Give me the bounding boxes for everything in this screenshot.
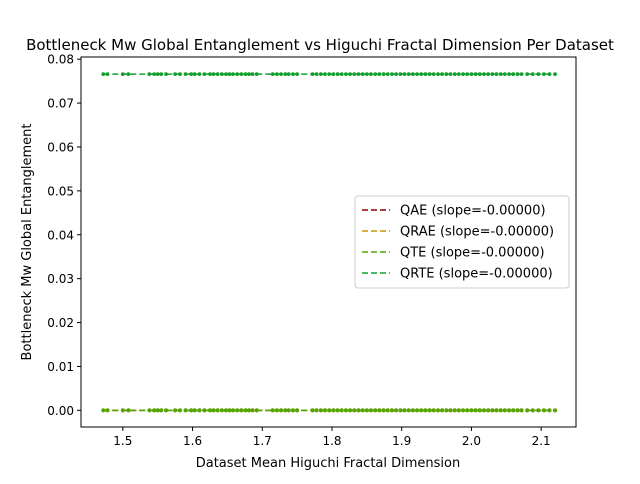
data-point	[243, 408, 248, 413]
y-tick-label: 0.03	[47, 272, 74, 286]
data-point	[360, 408, 365, 413]
data-point	[344, 72, 348, 77]
legend: QAE (slope=-0.00000) QRAE (slope=-0.00000…	[354, 195, 570, 289]
data-point	[235, 72, 240, 77]
x-tick-label: 1.5	[113, 434, 132, 448]
data-point	[431, 72, 436, 77]
data-point	[270, 72, 275, 77]
data-point	[406, 408, 411, 413]
data-point	[398, 72, 403, 77]
data-point	[369, 72, 373, 77]
data-point	[215, 408, 220, 413]
data-point	[486, 408, 491, 413]
data-point	[477, 72, 482, 77]
data-point	[352, 408, 357, 413]
data-point	[208, 72, 212, 77]
data-point	[279, 408, 283, 413]
y-axis: 0.00 0.01 0.02 0.03 0.04 0.05 0.06 0.07 0.08	[47, 53, 81, 418]
data-point	[126, 408, 131, 413]
data-point	[415, 408, 419, 413]
x-tick-label: 1.6	[183, 434, 202, 448]
data-point	[352, 72, 357, 77]
x-tick-label: 1.9	[392, 434, 411, 448]
data-point	[369, 408, 373, 413]
data-point	[530, 408, 535, 413]
x-tick-label: 2.1	[532, 434, 551, 448]
data-point	[461, 408, 465, 413]
series-2	[101, 408, 557, 413]
y-tick-label: 0.02	[47, 316, 74, 330]
data-point	[406, 72, 411, 77]
legend-entry: QTE (slope=-0.00000)	[400, 246, 545, 261]
data-point	[235, 408, 240, 413]
legend-entry: QRTE (slope=-0.00000)	[400, 267, 553, 282]
series-3	[101, 72, 557, 77]
data-point	[208, 408, 212, 413]
y-tick-label: 0.04	[47, 228, 74, 242]
data-point	[279, 72, 283, 77]
data-point	[215, 72, 220, 77]
y-tick-label: 0.05	[47, 184, 74, 198]
y-tick-label: 0.00	[47, 404, 74, 418]
x-tick-label: 2.0	[462, 434, 481, 448]
data-point	[469, 72, 474, 77]
y-tick-label: 0.01	[47, 360, 74, 374]
data-point	[542, 408, 546, 413]
data-point	[530, 72, 535, 77]
data-point	[197, 408, 202, 413]
data-point	[486, 72, 491, 77]
data-point	[243, 72, 248, 77]
x-axis-label: Dataset Mean Higuchi Fractal Dimension	[196, 456, 461, 471]
legend-entry: QRAE (slope=-0.00000)	[400, 225, 554, 240]
y-axis-label: Bottleneck Mw Global Entanglement	[20, 124, 35, 361]
x-tick-label: 1.7	[253, 434, 272, 448]
data-point	[431, 408, 436, 413]
x-axis: 1.5 1.6 1.7 1.8 1.9 2.0 2.1	[113, 427, 551, 448]
data-point	[314, 408, 319, 413]
data-point	[423, 72, 428, 77]
data-point	[360, 72, 365, 77]
data-point	[189, 72, 194, 77]
plot-area	[80, 56, 577, 428]
x-tick-label: 1.8	[322, 434, 341, 448]
data-point	[189, 408, 194, 413]
data-point	[542, 72, 546, 77]
data-point	[377, 408, 382, 413]
data-point	[197, 72, 202, 77]
legend-box	[354, 195, 570, 289]
data-point	[164, 408, 168, 413]
data-point	[173, 408, 178, 413]
data-point	[461, 72, 465, 77]
y-tick-label: 0.06	[47, 140, 74, 154]
data-point	[415, 72, 419, 77]
data-point	[477, 408, 482, 413]
data-point	[270, 408, 275, 413]
plot-frame	[80, 56, 577, 428]
data-point	[173, 72, 178, 77]
data-point	[314, 72, 319, 77]
legend-entry: QAE (slope=-0.00000)	[400, 204, 546, 219]
data-point	[164, 72, 168, 77]
data-point	[377, 72, 382, 77]
data-point	[494, 408, 499, 413]
y-tick-label: 0.07	[47, 97, 74, 111]
data-point	[494, 72, 499, 77]
data-point	[469, 408, 474, 413]
data-point	[344, 408, 348, 413]
data-point	[398, 408, 403, 413]
chart-title: Bottleneck Mw Global Entanglement vs Hig…	[26, 36, 614, 54]
data-point	[126, 72, 131, 77]
y-tick-label: 0.08	[47, 53, 74, 67]
data-point	[423, 408, 428, 413]
